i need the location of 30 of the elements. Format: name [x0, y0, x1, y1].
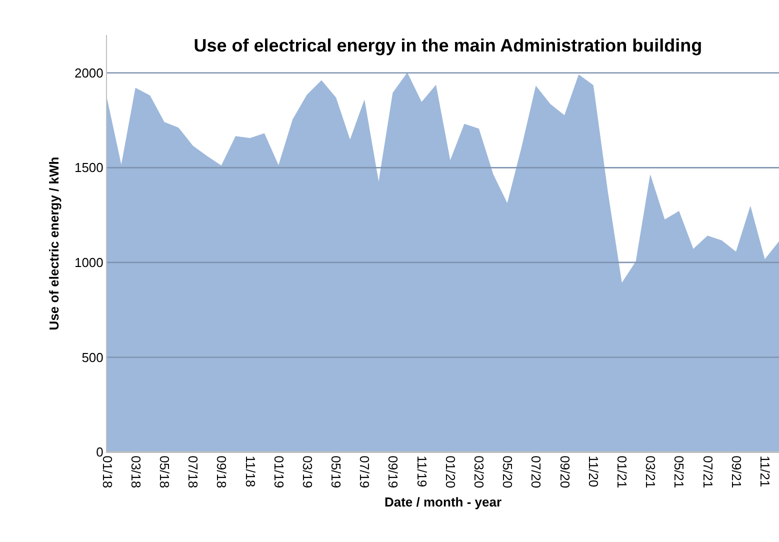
- y-tick-label: 1500: [74, 160, 104, 176]
- x-tick-label: 09/19: [386, 456, 401, 488]
- x-tick-label: 05/20: [500, 456, 516, 488]
- x-tick-label: 11/19: [414, 456, 430, 488]
- x-tick-label: 07/18: [186, 456, 201, 488]
- x-tick-label: 01/21: [614, 456, 630, 488]
- x-tick-label: 01/19: [271, 456, 286, 488]
- x-tick-label: 09/21: [728, 456, 744, 488]
- y-tick-label: 1000: [74, 255, 104, 270]
- x-tick-label: 05/21: [672, 456, 687, 488]
- x-tick-label: 09/20: [557, 456, 572, 488]
- x-tick-label: 11/20: [586, 456, 601, 488]
- x-tick-label: 11/21: [757, 456, 772, 488]
- x-tick-label: 07/20: [528, 456, 544, 488]
- x-tick-label: 07/19: [357, 456, 372, 488]
- x-tick-label: 05/18: [156, 456, 172, 488]
- x-tick-label: 07/21: [700, 456, 716, 488]
- x-axis-title: Date / month - year: [384, 494, 502, 510]
- x-tick-label: 05/19: [328, 456, 344, 488]
- y-tick-label: 500: [82, 350, 104, 365]
- x-tick-label: 11/18: [242, 456, 258, 488]
- x-tick-label: 03/21: [643, 456, 658, 488]
- x-tick-label: 03/18: [128, 456, 144, 488]
- x-tick-label: 01/20: [442, 456, 458, 488]
- x-tick-label: 03/20: [472, 456, 487, 488]
- y-axis-title: Use of electric energy / kWh: [46, 156, 62, 330]
- x-tick-label: 03/19: [300, 456, 315, 488]
- y-tick-label: 2000: [74, 65, 104, 80]
- x-tick-label: 09/18: [214, 456, 230, 488]
- chart-title: Use of electrical energy in the main Administration building: [194, 35, 702, 56]
